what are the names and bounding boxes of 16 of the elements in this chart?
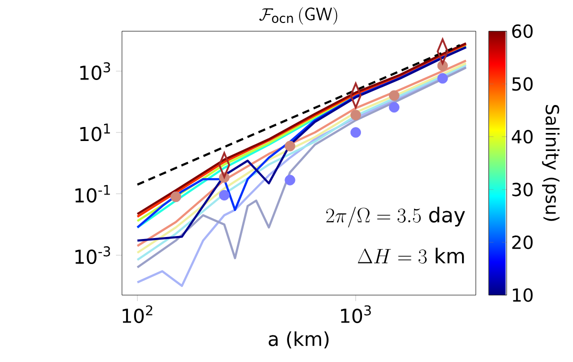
annotation: $2\pi/\Omega = 3.5\ \mathrm{day}$ xyxy=(326,206,465,228)
color-bar-label: 20 xyxy=(512,235,533,249)
color-bar-title: Salinity (psu) xyxy=(542,104,560,221)
y-tick-label: 10$^{-3}$ xyxy=(75,246,110,264)
color-bar-label: 30 xyxy=(512,182,533,196)
y-tick-label: 10$^{1}$ xyxy=(80,124,110,142)
color-bar-label: 40 xyxy=(512,130,533,144)
x-axis-title: a (km) xyxy=(268,331,329,348)
y-tick-label: 10$^{3}$ xyxy=(80,62,110,80)
chart-title: $\mathcal{F}_{\mathrm{ocn}}\,\mathsf{(GW)}$ xyxy=(259,7,338,24)
color-bar-label: 60 xyxy=(512,24,533,38)
annotation: $\Delta H = 3\ \mathrm{km}$ xyxy=(358,248,464,264)
x-tick-label: 10$^{2}$ xyxy=(122,305,152,323)
color-bar-label: 10 xyxy=(512,288,533,302)
y-tick-label: 10$^{-1}$ xyxy=(75,184,110,202)
color-bar-label: 50 xyxy=(512,77,533,91)
